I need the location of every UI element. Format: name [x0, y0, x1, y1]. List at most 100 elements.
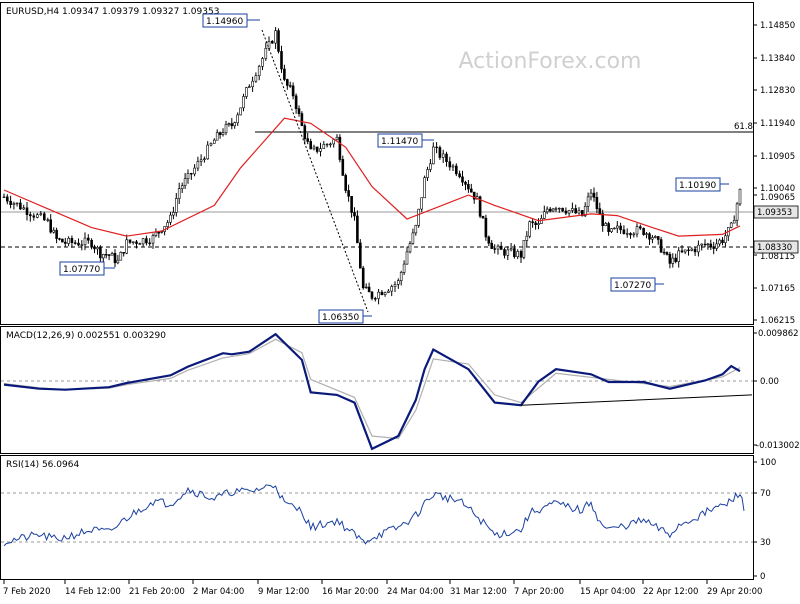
candle-body	[15, 202, 19, 205]
candle-body	[383, 292, 387, 296]
candle-body	[64, 241, 67, 244]
candle-body	[19, 202, 22, 210]
candle-body	[329, 143, 332, 146]
candle-body	[577, 210, 581, 214]
candle-body	[586, 196, 590, 207]
candle-body	[203, 158, 206, 161]
candle-body	[574, 208, 578, 214]
candle-body	[77, 242, 80, 246]
x-tick-label: 15 Apr 04:00	[580, 587, 635, 597]
candle-body	[154, 232, 158, 236]
candle-body	[338, 136, 342, 160]
annotation-label: 1.07770	[63, 265, 100, 275]
candle-body	[356, 215, 359, 244]
candle-body	[141, 238, 145, 245]
candle-body	[61, 238, 64, 243]
rsi-line	[3, 484, 745, 547]
candle-body	[659, 239, 663, 253]
candles-group	[2, 27, 742, 305]
candle-body	[390, 286, 394, 292]
candle-body	[248, 86, 251, 88]
candle-body	[718, 239, 721, 245]
candle-body	[668, 254, 672, 264]
candle-body	[516, 251, 520, 257]
candle-body	[113, 253, 117, 264]
candle-body	[99, 247, 102, 259]
candle-body	[458, 173, 461, 178]
price-panel-frame	[0, 2, 754, 325]
candle-body	[592, 192, 596, 198]
candle-body	[441, 153, 445, 158]
candle-body	[264, 47, 268, 59]
candle-body	[25, 207, 29, 215]
candle-body	[537, 223, 540, 226]
candle-body	[598, 208, 602, 214]
candle-body	[703, 243, 707, 246]
annotation-label: 1.06350	[322, 313, 359, 323]
candle-body	[322, 144, 326, 149]
candle-body	[35, 214, 39, 218]
candle-body	[90, 240, 93, 248]
macd-panel-frame	[0, 326, 754, 454]
candle-body	[697, 244, 700, 253]
candle-body	[70, 238, 74, 244]
candle-body	[564, 210, 568, 214]
candle-body	[615, 225, 619, 229]
candle-body	[297, 108, 301, 114]
candle-body	[230, 123, 234, 127]
candle-body	[651, 237, 654, 240]
candle-body	[347, 190, 350, 197]
annotation-1-06350: 1.06350	[318, 309, 372, 324]
candle-body	[700, 243, 704, 246]
candle-body	[601, 213, 605, 227]
candle-body	[166, 222, 169, 227]
candle-body	[186, 173, 190, 180]
candle-body	[93, 246, 96, 250]
candle-body	[224, 124, 228, 133]
candle-body	[257, 66, 261, 77]
price-y-tick: 1.13840	[760, 54, 795, 64]
candle-body	[358, 242, 362, 269]
fib-level-label: 61.8	[734, 122, 753, 132]
macd-signal-line	[3, 338, 741, 440]
candle-body	[638, 226, 642, 229]
annotation-1-11470: 1.11470	[377, 133, 434, 148]
candle-body	[408, 243, 412, 253]
candle-body	[157, 232, 161, 234]
candle-body	[344, 175, 348, 191]
price-y-axis: 1.14850 1.13840 1.12830 1.11940 1.10905 …	[753, 21, 795, 326]
candle-body	[242, 96, 245, 109]
candle-body	[83, 237, 87, 246]
candle-body	[251, 80, 254, 87]
macd-y-tick: 0.00	[760, 377, 779, 387]
candle-body	[104, 254, 108, 256]
candle-body	[509, 248, 513, 251]
candle-body	[55, 229, 58, 239]
candle-body	[274, 30, 277, 44]
candle-body	[49, 219, 53, 233]
candle-body	[687, 249, 690, 251]
candle-body	[729, 222, 733, 228]
rsi-y-tick: 30	[760, 538, 771, 548]
candle-body	[732, 220, 736, 224]
candle-body	[662, 251, 666, 254]
candle-body	[213, 139, 216, 144]
candle-body	[6, 196, 9, 202]
candle-body	[551, 208, 555, 212]
candle-body	[300, 113, 304, 126]
candle-body	[454, 165, 458, 175]
macd-y-tick: 0.009862	[758, 329, 799, 339]
candle-body	[645, 233, 648, 235]
candle-body	[80, 244, 84, 246]
rsi-y-tick: 70	[760, 489, 771, 499]
candle-body	[405, 251, 409, 265]
candle-body	[175, 198, 178, 213]
candle-body	[393, 284, 397, 287]
candle-body	[414, 225, 418, 234]
support-tag-box	[753, 240, 799, 254]
x-tick-label: 16 Mar 20:00	[322, 587, 379, 597]
candle-body	[341, 159, 345, 176]
candle-body	[288, 85, 292, 87]
candle-body	[325, 143, 329, 146]
